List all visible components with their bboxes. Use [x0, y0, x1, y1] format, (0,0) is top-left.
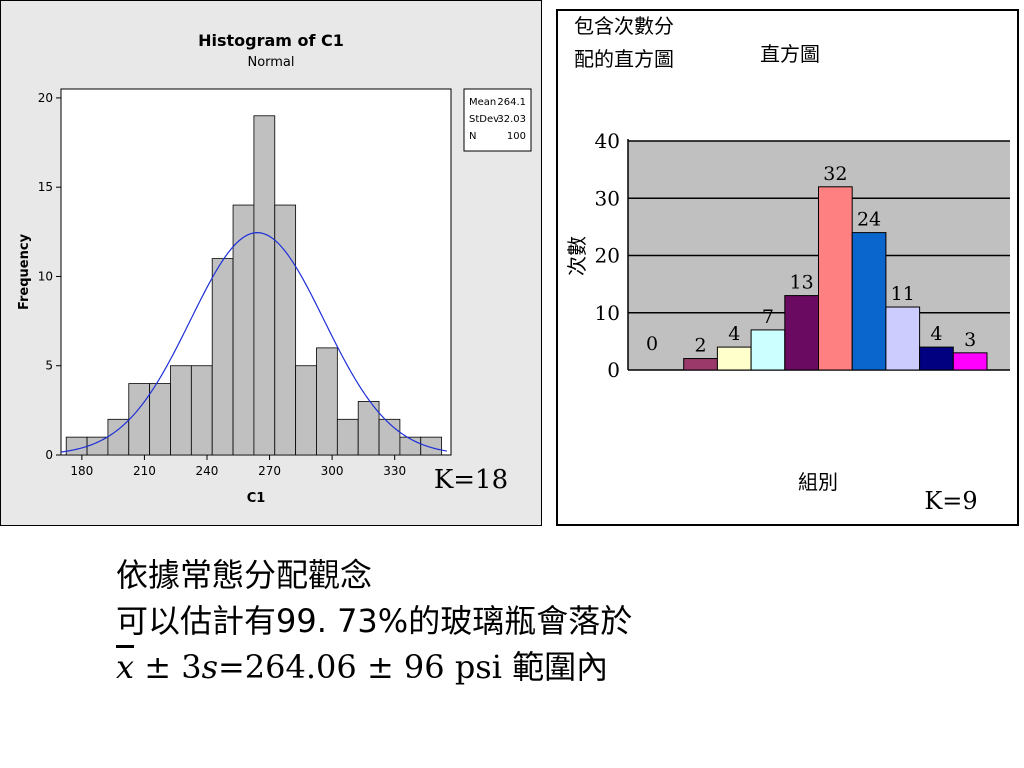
- histogram-bar: [683, 358, 718, 371]
- histogram-bar: [316, 347, 338, 456]
- stdev-symbol: s: [201, 648, 218, 686]
- bar-value-label: 32: [823, 163, 847, 185]
- histogram-bar: [336, 418, 359, 456]
- explanation-line-2: 可以估計有99. 73%的玻璃瓶會落於: [116, 602, 633, 640]
- left-chart-subtitle: Normal: [247, 55, 294, 70]
- histogram-bar: [253, 115, 276, 456]
- histogram-bar: [86, 436, 109, 456]
- histogram-bar: [851, 232, 887, 371]
- stats-legend-box: Mean 264.1 StDev 32.03 N 100: [463, 88, 532, 152]
- y-tick-label: 0: [45, 448, 53, 462]
- histogram-bar: [107, 418, 130, 456]
- bar-value-label: 4: [930, 323, 942, 345]
- histogram-bar: [211, 258, 234, 456]
- x-tick-label: 210: [133, 464, 156, 478]
- bar-value-label: 2: [695, 335, 707, 357]
- y-tick-label: 20: [595, 244, 620, 268]
- sample-mean-symbol: x: [116, 648, 135, 686]
- histogram-bar: [232, 204, 255, 456]
- y-tick-label: 40: [595, 129, 620, 153]
- stat-n-label: N: [469, 131, 476, 142]
- left-y-ticks: 0 5 10 15 20: [38, 91, 61, 462]
- histogram-bar: [818, 186, 853, 371]
- histogram-bar: [885, 306, 921, 371]
- x-tick-label: 270: [258, 464, 281, 478]
- stat-n-value: 100: [507, 131, 526, 142]
- stat-mean-label: Mean: [469, 97, 496, 108]
- right-y-axis-label: 次數: [565, 236, 589, 276]
- y-tick-label: 10: [595, 301, 620, 325]
- histogram-bar: [65, 436, 88, 456]
- interval-value: =264.06 ± 96 psi 範圍內: [217, 648, 609, 686]
- histogram-bar: [170, 365, 192, 456]
- histogram-bar: [716, 346, 752, 371]
- stat-mean-value: 264.1: [497, 97, 526, 108]
- y-tick-label: 20: [38, 91, 53, 105]
- bar-value-label: 7: [762, 306, 774, 328]
- left-x-axis-label: C1: [247, 491, 266, 506]
- bar-value-label: 4: [728, 323, 740, 345]
- histogram-bar: [190, 365, 213, 456]
- right-chart-title: 直方圖: [760, 42, 820, 66]
- stat-stdev-value: 32.03: [497, 114, 526, 125]
- y-tick-label: 30: [595, 186, 620, 210]
- left-x-ticks: 180 210 240 270 300 330: [70, 455, 406, 478]
- left-y-axis-label: Frequency: [17, 233, 32, 310]
- left-k-label: K=18: [434, 465, 508, 495]
- histogram-bar: [378, 418, 401, 456]
- histogram-bar: [784, 295, 820, 371]
- y-tick-label: 0: [607, 358, 620, 382]
- explanation-line-3: x ± 3s=264.06 ± 96 psi 範圍內: [116, 644, 996, 690]
- bar-value-label: 11: [891, 283, 915, 305]
- plus-minus-three: ± 3: [134, 648, 202, 686]
- x-tick-label: 330: [383, 464, 406, 478]
- histogram-bar: [919, 346, 954, 371]
- histogram-bar: [274, 204, 297, 456]
- left-histogram-chart: Histogram of C1 Normal 180 210 240 270 300 33…: [17, 31, 532, 506]
- histogram-bar: [420, 436, 443, 456]
- right-header-line1: 包含次數分: [574, 14, 674, 38]
- x-tick-label: 240: [196, 464, 219, 478]
- right-x-axis-label: 組別: [798, 470, 838, 494]
- histogram-bar: [952, 352, 988, 371]
- right-header-line2: 配的直方圖: [574, 47, 674, 71]
- right-histogram-panel: 包含次數分 配的直方圖 直方圖 0 10 20 30 40 0 2 4 7 13 32 24 11 4 3…: [556, 9, 1019, 526]
- explanation-text: 依據常態分配觀念 可以估計有99. 73%的玻璃瓶會落於 x ± 3s=264.…: [116, 552, 996, 690]
- normal-fit-curve: [60, 232, 447, 453]
- x-tick-label: 180: [70, 464, 93, 478]
- y-tick-label: 10: [38, 269, 53, 283]
- left-bars: [65, 115, 443, 456]
- bar-value-label: 24: [857, 209, 881, 231]
- right-y-ticks: 0 10 20 30 40: [595, 129, 620, 382]
- explanation-line-1: 依據常態分配觀念: [116, 556, 373, 594]
- left-chart-title: Histogram of C1: [198, 31, 344, 50]
- x-tick-label: 300: [321, 464, 344, 478]
- histogram-bar: [149, 383, 171, 456]
- right-bars: [683, 186, 988, 371]
- bar-value-label: 0: [646, 333, 658, 355]
- left-histogram-panel: Histogram of C1 Normal 180 210 240 270 300 33…: [0, 0, 542, 526]
- histogram-bar: [295, 365, 317, 456]
- stat-stdev-label: StDev: [469, 114, 499, 125]
- y-tick-label: 15: [38, 180, 53, 194]
- histogram-bar: [399, 436, 422, 456]
- right-k-label: K=9: [924, 487, 977, 515]
- bar-value-label: 13: [790, 272, 814, 294]
- y-tick-label: 5: [45, 359, 53, 373]
- histogram-bar: [128, 383, 151, 456]
- histogram-bar: [750, 329, 786, 371]
- bar-value-label: 3: [964, 329, 976, 351]
